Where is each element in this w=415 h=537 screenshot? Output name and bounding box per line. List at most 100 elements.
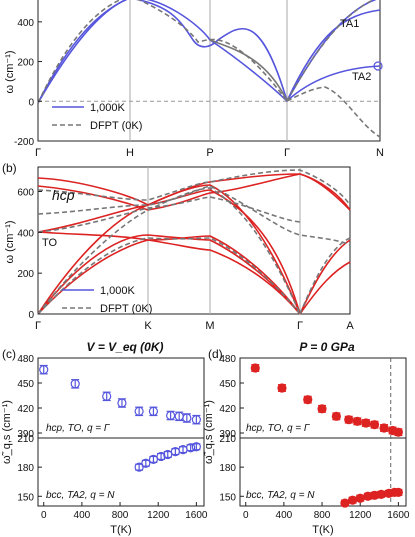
panel-d-top-ytick-label: 480 xyxy=(219,354,236,365)
panel-b-legend: 1,000K DFPT (0K) xyxy=(62,285,152,315)
series-1000k-line xyxy=(299,261,351,315)
panel-c-top-point xyxy=(166,410,176,421)
legend-label-dfpt: DFPT (0K) xyxy=(100,303,152,315)
panel-c-xtick-label: 1200 xyxy=(147,510,170,521)
series-1000k-line xyxy=(286,9,381,102)
panel-d-top-point xyxy=(303,395,313,405)
panel-d-xtick-label: 0 xyxy=(243,510,249,521)
series-1000k-line xyxy=(299,173,351,211)
panel-b-hcp-dispersion: (b) 0 200 400 600 ω (cm⁻¹) Γ K M Γ A hcp TO 1,0… xyxy=(2,161,354,332)
panel-d-bottom-point xyxy=(376,489,386,499)
series-dfpt-line xyxy=(37,0,288,104)
panel-a-ylabel: ω (cm⁻¹) xyxy=(4,50,16,93)
series-dfpt-line xyxy=(37,196,301,233)
panel-d-p0: (d) P = 0 GPa 390 420 450 480 150 180 210 0 400 8… xyxy=(203,340,410,536)
panel-c-top-point xyxy=(182,413,192,423)
panel-d-top-label: hcp, TO, q = Γ xyxy=(246,423,311,434)
series-dfpt-line xyxy=(286,86,381,138)
panel-d-top-point xyxy=(277,383,287,393)
panel-c-bottom-ytick-label: 150 xyxy=(17,492,34,503)
panel-d-top-point xyxy=(250,363,260,373)
panel-c-bottom-ytick-label: 180 xyxy=(17,463,34,474)
panel-c-bottom-point xyxy=(141,458,151,468)
panel-d-top-point xyxy=(352,416,362,426)
series-dfpt-line xyxy=(37,185,351,246)
panel-d-bottom-point xyxy=(393,487,403,497)
series-1000k-line xyxy=(37,0,381,104)
panel-c-top-label: hcp, TO, q = Γ xyxy=(46,423,111,434)
panel-d-bottom-point xyxy=(347,495,358,505)
panel-c-bottom-point xyxy=(156,451,166,462)
panel-a-ytick-label: 0 xyxy=(28,97,34,108)
panel-b-ytick-label: 400 xyxy=(17,228,34,239)
structure-label-hcp: hcp xyxy=(52,187,75,203)
mode-label-to: TO xyxy=(42,237,58,249)
panel-c-top-point xyxy=(70,379,80,389)
panel-c-top-point xyxy=(148,406,159,416)
panel-c-xtick-label: 800 xyxy=(112,510,129,521)
panel-b-xtick-label: M xyxy=(205,320,214,332)
legend-label-dfpt: DFPT (0K) xyxy=(90,120,142,132)
panel-b-xtick-label: K xyxy=(144,320,152,332)
panel-c-xlabel: T(K) xyxy=(110,524,131,536)
panel-c-top-point xyxy=(102,391,112,401)
series-1000k-line xyxy=(37,0,288,104)
panel-c-xtick-label: 1600 xyxy=(185,510,208,521)
panel-c-top-ytick-label: 480 xyxy=(17,354,34,365)
panel-c-top-ytick-label: 450 xyxy=(17,379,34,390)
panel-d-ylabel: ω̃_q,s (cm⁻¹) xyxy=(203,400,215,464)
series-1000k-line xyxy=(37,235,301,315)
series-1000k-line xyxy=(37,231,301,315)
panel-c-bottom-ytick-label: 210 xyxy=(17,434,34,445)
series-dfpt-line xyxy=(209,39,288,102)
panel-b-xtick-label: Γ xyxy=(297,320,303,332)
series-dfpt-line xyxy=(37,169,351,206)
panel-b-xtick-label: Γ xyxy=(35,320,41,332)
series-1000k-line xyxy=(37,173,301,211)
annotation-ta1: TA1 xyxy=(340,18,359,30)
panel-c-label: (c) xyxy=(2,347,16,361)
panel-b-label: (b) xyxy=(2,161,17,175)
panel-c-veq: (c) V = V_eq (0K) 390 420 450 480 150 180 210 0… xyxy=(1,340,208,536)
panel-c-top-ytick-label: 390 xyxy=(17,429,34,440)
panel-b-ytick-label: 0 xyxy=(28,310,34,321)
panel-c-xtick-label: 400 xyxy=(74,510,91,521)
panel-a-ytick-label: -200 xyxy=(14,137,34,148)
panel-a-legend: 1,000K DFPT (0K) xyxy=(52,102,142,132)
panel-d-top-ytick-label: 420 xyxy=(219,404,236,415)
panel-c-bottom-point xyxy=(134,462,144,472)
panel-c-top-point xyxy=(191,415,201,425)
series-1000k-line xyxy=(37,189,301,315)
panel-a-xtick-label: H xyxy=(126,147,134,159)
panel-a-ytick-label: 200 xyxy=(17,58,34,69)
panel-a-xtick-label: Γ xyxy=(284,147,290,159)
panel-d-top-point xyxy=(379,423,389,433)
panel-d-bottom-label: bcc, TA2, q = N xyxy=(246,490,315,501)
panel-a-bcc-dispersion: -200 0 200 400 ω (cm⁻¹) Γ H P Γ N TA1 TA2 1,000… xyxy=(4,0,384,159)
panel-d-label: (d) xyxy=(208,347,223,361)
panel-a-xtick-label: Γ xyxy=(35,147,41,159)
series-1000k-line xyxy=(37,184,301,315)
panel-c-bottom-point xyxy=(186,443,196,453)
panel-d-top-ytick-label: 390 xyxy=(219,429,236,440)
panel-d-xtick-label: 1200 xyxy=(349,510,372,521)
panel-d-top-point xyxy=(393,427,403,437)
panel-c-xtick-label: 0 xyxy=(41,510,47,521)
panel-c-bottom-frame xyxy=(37,437,205,507)
panel-b-ytick-label: 200 xyxy=(17,269,34,280)
panel-d-bottom-ytick-label: 150 xyxy=(219,492,236,503)
series-dfpt-line xyxy=(37,237,301,315)
panel-a-ytick-label: 400 xyxy=(17,18,34,29)
panel-c-top-point xyxy=(39,365,49,375)
panel-c-top-point xyxy=(134,406,144,416)
panel-d-xtick-label: 1600 xyxy=(387,510,410,521)
panel-a-xtick-label: N xyxy=(376,147,384,159)
panel-d-top-point xyxy=(317,404,327,414)
annotation-ta2: TA2 xyxy=(352,71,371,83)
panel-c-ylabel: ω̃_q,s (cm⁻¹) xyxy=(1,400,13,464)
series-dfpt-line xyxy=(37,187,301,315)
panel-d-bottom-point xyxy=(355,493,365,503)
series-1000k-line xyxy=(286,0,377,102)
panel-b-ytick-label: 600 xyxy=(17,188,34,199)
